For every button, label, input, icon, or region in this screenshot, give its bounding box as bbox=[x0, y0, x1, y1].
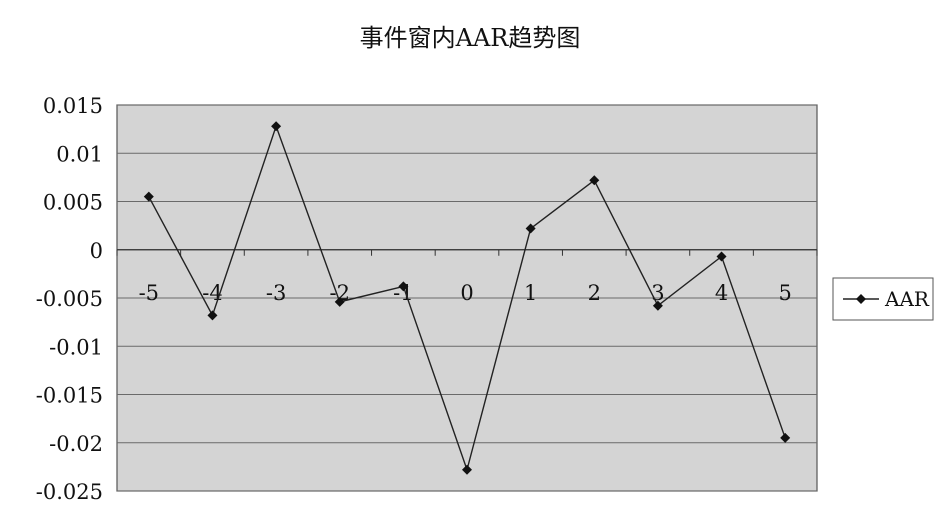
data-point bbox=[207, 310, 218, 321]
legend: AAR bbox=[832, 277, 934, 321]
x-tick-label: 5 bbox=[778, 281, 791, 305]
y-tick-label: -0.025 bbox=[36, 480, 103, 504]
data-point bbox=[398, 281, 409, 292]
data-point bbox=[271, 121, 282, 132]
data-point bbox=[716, 251, 727, 262]
data-point bbox=[334, 296, 345, 307]
y-tick-label: -0.02 bbox=[49, 432, 103, 456]
data-point bbox=[143, 191, 154, 202]
y-tick-label: -0.015 bbox=[36, 384, 103, 408]
x-tick-label: -1 bbox=[393, 281, 413, 305]
legend-marker bbox=[856, 294, 866, 304]
data-point bbox=[589, 175, 600, 186]
y-tick-label: 0 bbox=[90, 239, 103, 263]
x-tick-label: -5 bbox=[139, 281, 159, 305]
data-point bbox=[652, 300, 663, 311]
x-tick-label: 1 bbox=[524, 281, 537, 305]
chart-title: 事件窗内AAR趋势图 bbox=[360, 24, 581, 52]
data-point bbox=[462, 464, 472, 475]
legend-label: AAR bbox=[884, 287, 930, 311]
plot-area: 0.015 0.01 0.005 0 -0.005 -0.01 -0.015 -0.02 -0.… bbox=[36, 94, 818, 504]
y-tick-label: 0.015 bbox=[43, 94, 103, 118]
x-tick-label: 4 bbox=[715, 281, 728, 305]
y-tick-label: 0.01 bbox=[56, 142, 103, 166]
data-point bbox=[780, 432, 791, 443]
y-tick-label: 0.005 bbox=[43, 191, 103, 215]
y-tick-label: -0.01 bbox=[49, 335, 103, 359]
data-point bbox=[525, 223, 536, 234]
x-tick-label: 2 bbox=[588, 281, 601, 305]
x-tick-label: -3 bbox=[266, 281, 286, 305]
x-tick-label: 0 bbox=[460, 281, 473, 305]
y-tick-label: -0.005 bbox=[36, 287, 103, 311]
